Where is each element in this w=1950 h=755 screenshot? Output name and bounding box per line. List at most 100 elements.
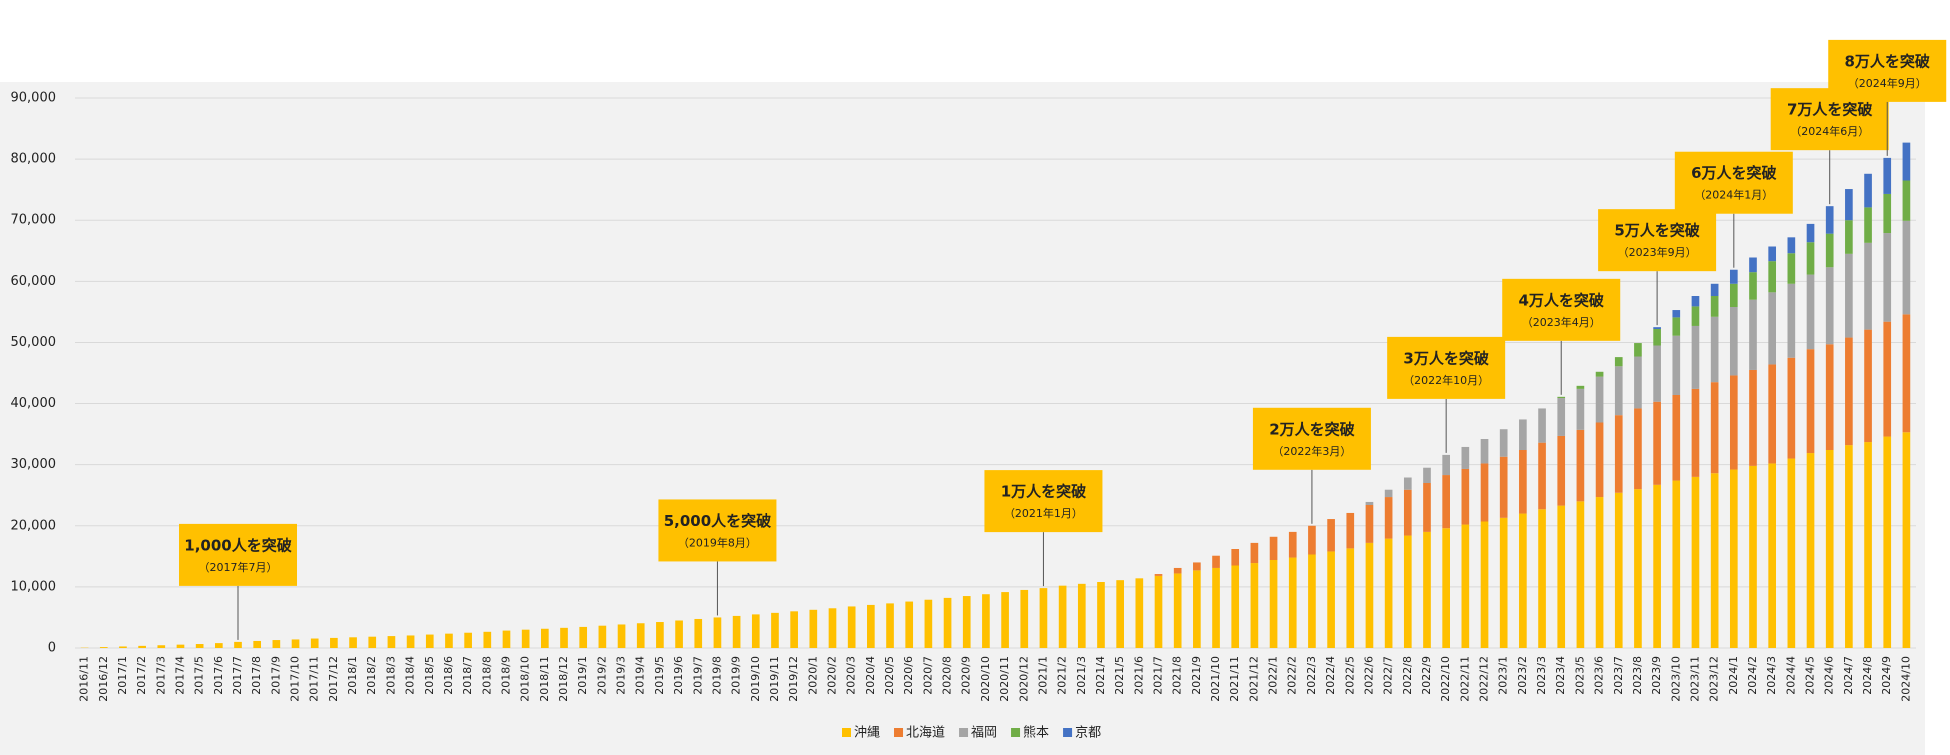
bar-segment <box>195 644 204 648</box>
annotation-text: 2万人を突破 <box>1269 420 1354 438</box>
bar-segment <box>1442 454 1450 476</box>
bar-segment <box>1346 512 1355 549</box>
x-tick-label: 2019/5 <box>653 656 666 695</box>
bar-segment <box>1461 468 1470 525</box>
bar-segment <box>1787 283 1796 358</box>
bar-segment <box>656 622 664 648</box>
x-tick-label: 2021/10 <box>1209 656 1222 702</box>
x-tick-label: 2024/8 <box>1861 656 1874 695</box>
x-tick-label: 2017/9 <box>269 656 282 695</box>
annotation-sub: （2024年9月） <box>1848 76 1927 90</box>
x-tick-label: 2024/9 <box>1880 656 1893 695</box>
annotation-box <box>658 499 777 562</box>
bar-segment <box>1672 335 1681 395</box>
bar-segment <box>1902 142 1911 181</box>
bar-segment <box>272 640 281 648</box>
y-tick-label: 90,000 <box>11 91 57 106</box>
bar-segment <box>1346 548 1355 648</box>
bar-segment <box>1327 519 1335 552</box>
x-tick-label: 2020/4 <box>864 656 877 695</box>
annotation-text: 7万人を突破 <box>1787 101 1872 119</box>
annotation-box <box>179 523 298 586</box>
y-tick-label: 0 <box>48 641 56 656</box>
legend-label: 北海道 <box>906 726 945 741</box>
bar-segment <box>1883 321 1892 437</box>
bar-segment <box>1461 524 1470 648</box>
bar-segment <box>1480 463 1489 522</box>
bar-segment <box>1576 388 1585 430</box>
bar-segment <box>1902 220 1911 315</box>
bar-segment <box>1231 565 1240 648</box>
bar-segment <box>1825 233 1834 268</box>
x-tick-label: 2017/10 <box>289 656 302 702</box>
bar-segment <box>1519 513 1527 648</box>
bar-segment <box>157 645 166 648</box>
x-tick-label: 2021/9 <box>1190 656 1203 695</box>
bar-segment <box>1269 560 1278 648</box>
bar-segment <box>1212 555 1220 568</box>
bar-segment <box>1806 242 1815 275</box>
bar-segment <box>1557 435 1566 506</box>
bar-segment <box>1384 538 1393 648</box>
bar-segment <box>1806 349 1815 454</box>
x-tick-label: 2024/6 <box>1823 656 1836 695</box>
bar-segment <box>732 615 741 648</box>
x-tick-label: 2020/9 <box>960 656 973 695</box>
x-tick-label: 2021/12 <box>1247 656 1260 702</box>
bar-segment <box>1749 272 1757 300</box>
x-tick-label: 2020/5 <box>883 656 896 695</box>
bar-segment <box>1749 465 1757 648</box>
x-tick-label: 2023/7 <box>1612 656 1625 695</box>
bar-segment <box>1576 429 1585 502</box>
annotation-sub: （2021年1月） <box>1004 506 1083 520</box>
bar-segment <box>138 645 146 648</box>
x-tick-label: 2023/6 <box>1593 656 1606 695</box>
x-tick-label: 2017/3 <box>154 656 167 695</box>
bar-segment <box>1864 207 1872 243</box>
bar-segment <box>1116 580 1124 648</box>
bar-segment <box>1845 445 1853 648</box>
bar-segment <box>982 594 990 648</box>
x-tick-label: 2024/1 <box>1727 656 1740 695</box>
x-tick-label: 2023/9 <box>1650 656 1663 695</box>
bar-segment <box>1787 237 1796 254</box>
x-tick-label: 2023/1 <box>1497 656 1510 695</box>
bar-segment <box>1710 283 1719 296</box>
bar-segment <box>1787 253 1796 284</box>
x-tick-label: 2022/3 <box>1305 656 1318 695</box>
bar-segment <box>1672 317 1681 336</box>
bar-segment <box>1634 408 1642 490</box>
bar-segment <box>1864 442 1872 648</box>
bar-segment <box>1595 422 1604 498</box>
bar-segment <box>1749 369 1757 466</box>
x-tick-label: 2023/12 <box>1708 656 1721 702</box>
plot-background <box>0 82 1925 755</box>
bar-segment <box>1710 473 1719 648</box>
x-tick-label: 2023/8 <box>1631 656 1644 695</box>
bar-segment <box>617 624 626 648</box>
x-tick-label: 2021/7 <box>1152 656 1165 695</box>
bar-segment <box>847 606 856 648</box>
bar-segment <box>1902 314 1911 433</box>
bar-segment <box>1269 536 1278 560</box>
bar-segment <box>1710 382 1719 474</box>
bar-segment <box>1538 408 1546 443</box>
bar-segment <box>1883 436 1892 648</box>
legend-label: 京都 <box>1075 726 1101 741</box>
bar-segment <box>1729 375 1738 470</box>
x-tick-label: 2021/3 <box>1075 656 1088 695</box>
bar-segment <box>1787 458 1796 648</box>
bar-segment <box>751 614 760 648</box>
bar-segment <box>1768 261 1777 293</box>
bar-segment <box>1768 463 1777 648</box>
bar-segment <box>1403 489 1412 536</box>
bar-segment <box>1691 306 1700 326</box>
legend-swatch <box>959 728 969 737</box>
bar-segment <box>310 638 319 648</box>
bar-segment <box>1576 501 1585 648</box>
bar-segment <box>1519 419 1527 450</box>
bar-segment <box>771 612 779 648</box>
bar-segment <box>1365 501 1374 505</box>
x-tick-label: 2021/5 <box>1113 656 1126 695</box>
bar-segment <box>1154 575 1163 648</box>
